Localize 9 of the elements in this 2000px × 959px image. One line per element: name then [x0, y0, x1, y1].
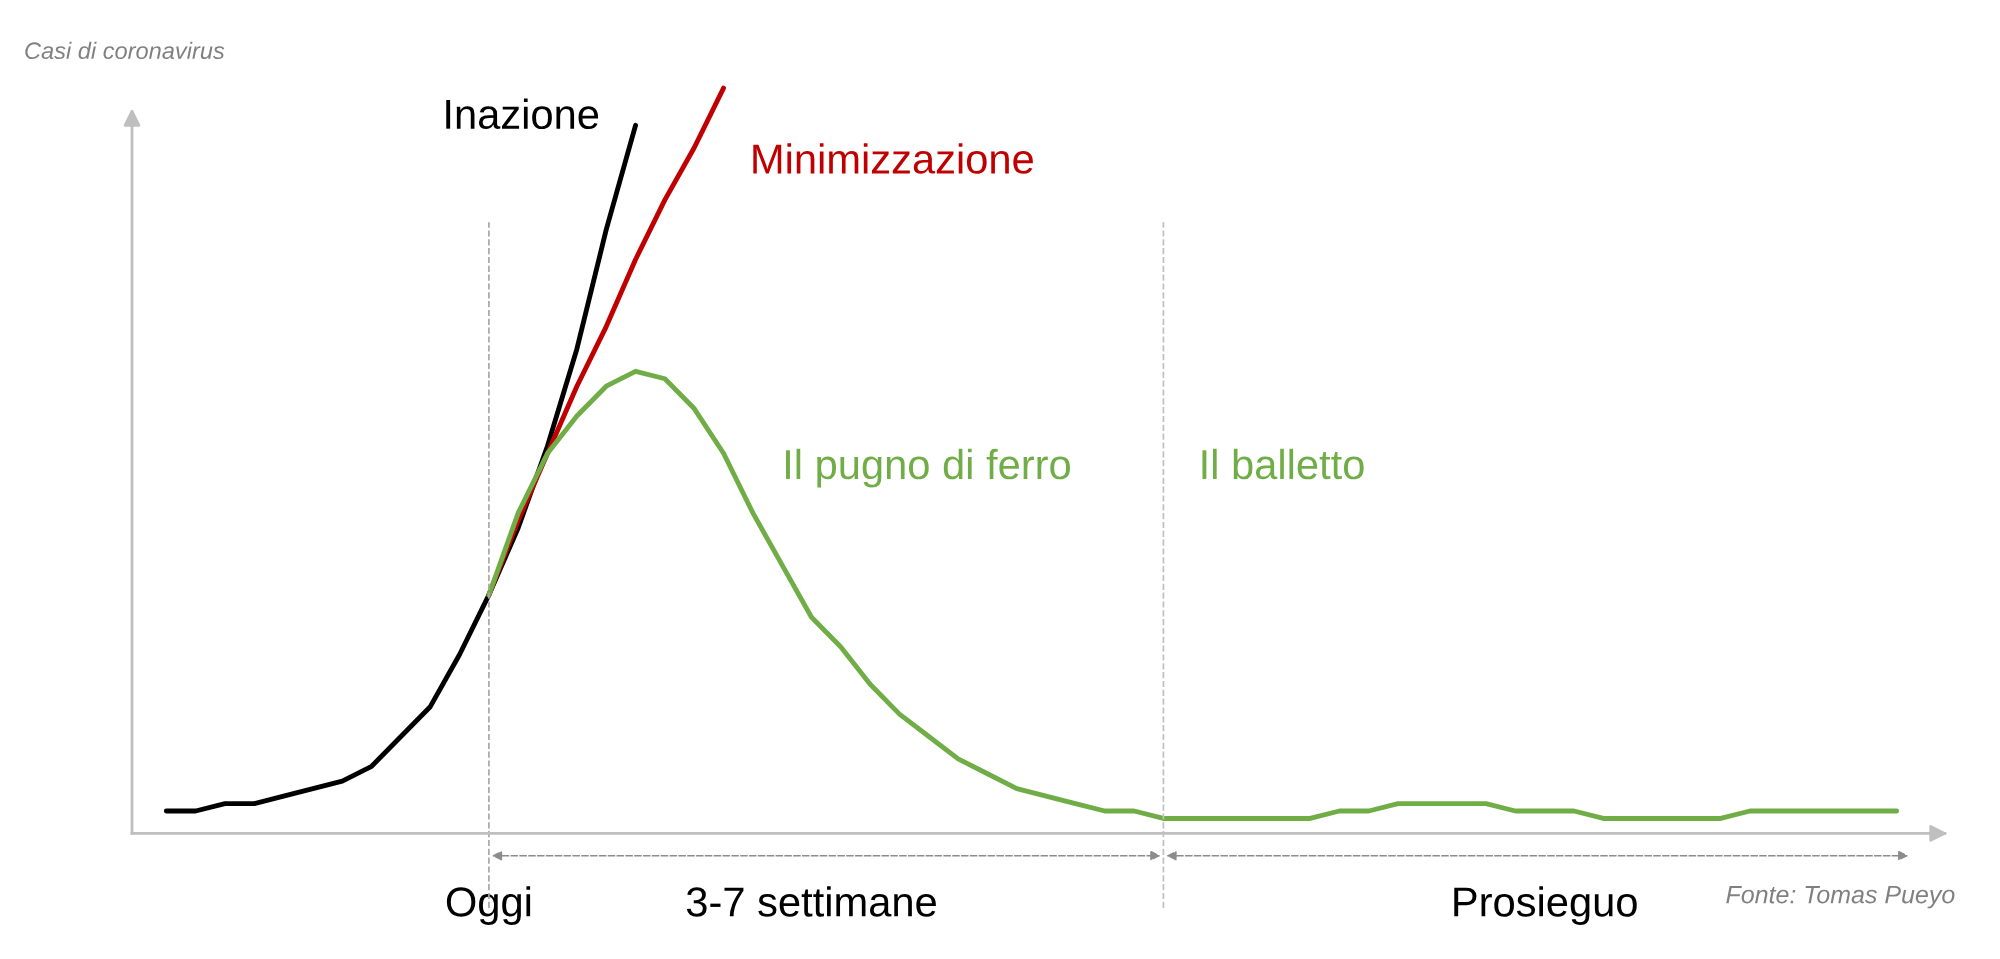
series-label: Inazione: [446, 98, 599, 130]
x-tick-label: Oggi: [446, 886, 531, 925]
source-note: Fonte: Tomas Pueyo: [1726, 885, 1955, 909]
x-tick-label: Prosieguo: [1454, 886, 1637, 925]
y-axis-title: Casi di coronavirus: [25, 41, 225, 60]
series-label: Minimizzazione: [753, 143, 1033, 174]
annotation: Il balletto: [1202, 448, 1364, 480]
x-tick-label: 3-7 settimane: [686, 886, 936, 917]
annotation: Il pugno di ferro: [786, 448, 1070, 488]
